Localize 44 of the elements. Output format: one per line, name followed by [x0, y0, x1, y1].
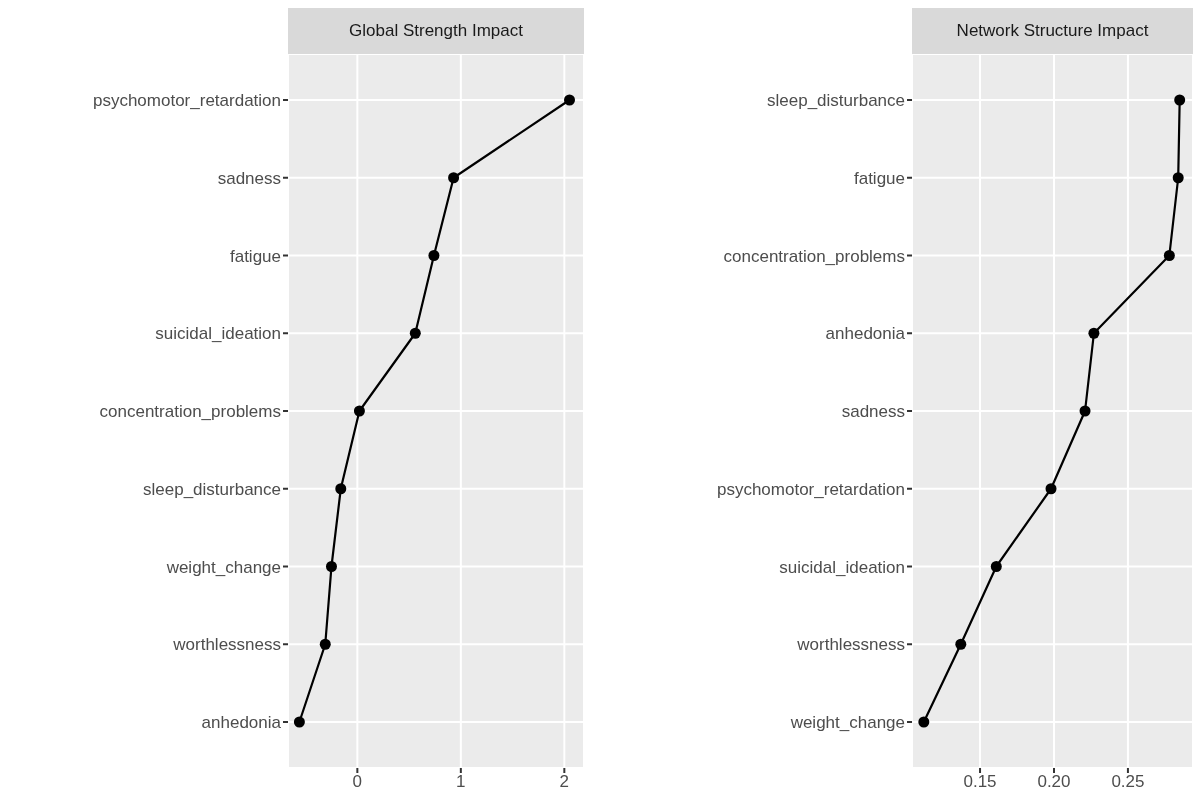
y-tick-label: concentration_problems: [99, 402, 281, 422]
y-tick-label: fatigue: [853, 168, 905, 188]
point: [1174, 94, 1186, 106]
y-tick-label: psychomotor_retardation: [716, 479, 905, 499]
y-tick-label: suicidal_ideation: [155, 324, 281, 344]
y-tick-label: worthlessness: [172, 635, 281, 655]
chart-title: Network Structure Impact: [912, 8, 1193, 54]
point: [428, 250, 440, 261]
x-tick-label: 2: [559, 772, 570, 792]
y-tick-label: sadness: [841, 402, 905, 422]
point: [1163, 250, 1175, 261]
x-tick-label: 0.15: [963, 772, 997, 792]
point: [293, 716, 305, 728]
y-tick-label: sleep_disturbance: [143, 479, 281, 499]
point: [918, 716, 930, 728]
x-tick-label: 1: [456, 772, 466, 792]
point: [325, 561, 337, 572]
x-tick-label: 0: [352, 772, 363, 792]
point: [1079, 405, 1091, 417]
y-tick-label: fatigue: [229, 246, 281, 266]
y-tick-label: anhedonia: [825, 324, 906, 344]
y-tick-label: concentration_problems: [723, 246, 905, 266]
point: [564, 94, 576, 106]
y-tick-label: worthlessness: [796, 635, 905, 655]
point: [319, 638, 331, 650]
point: [448, 172, 460, 184]
point: [1088, 327, 1100, 339]
point: [335, 483, 347, 495]
point: [955, 638, 967, 650]
point: [1172, 172, 1184, 184]
point: [990, 561, 1002, 572]
y-tick-label: sadness: [217, 168, 281, 188]
y-tick-label: anhedonia: [201, 713, 282, 733]
y-tick-label: weight_change: [789, 713, 905, 733]
point: [1045, 483, 1057, 495]
y-tick-label: sleep_disturbance: [767, 91, 905, 111]
y-tick-label: psychomotor_retardation: [92, 91, 281, 111]
y-tick-label: weight_change: [165, 557, 281, 577]
point: [409, 327, 421, 339]
chart-title: Global Strength Impact: [288, 8, 584, 54]
y-tick-label: suicidal_ideation: [779, 557, 905, 577]
x-tick-label: 0.20: [1037, 772, 1071, 792]
x-tick-label: 0.25: [1111, 772, 1145, 792]
point: [353, 405, 365, 417]
